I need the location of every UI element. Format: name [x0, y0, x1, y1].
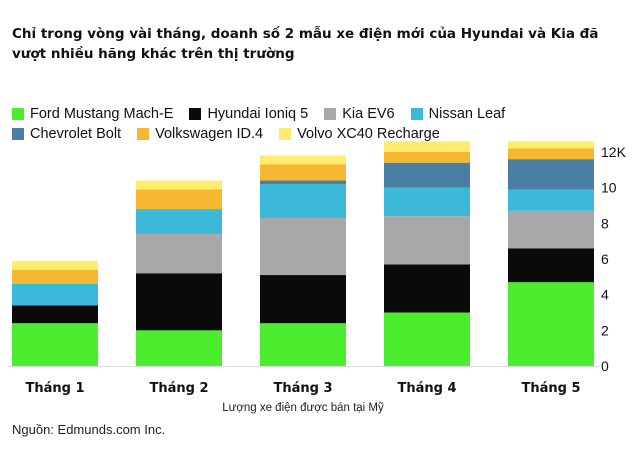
- bar-segment-hyundai-ioniq-5-3: [260, 275, 346, 324]
- bar-segment-chevrolet-bolt-4: [384, 162, 470, 188]
- y-tick-label: 8: [601, 215, 609, 231]
- legend-swatch-chevrolet: [12, 128, 24, 140]
- bar-segment-kia-ev6-2: [136, 234, 222, 274]
- x-tick-label: Tháng 1: [25, 381, 84, 396]
- bar-segment-ford-mustang-mach-e-2: [136, 330, 222, 366]
- bar-segment-kia-ev6-5: [508, 210, 594, 249]
- legend-swatch-volkswagen: [137, 128, 150, 140]
- y-tick-label: 0: [601, 358, 609, 374]
- bar-segment-hyundai-ioniq-5-2: [136, 273, 222, 331]
- legend-item-volvo: Volvo XC40 Recharge: [279, 126, 440, 142]
- bar-segment-volvo-xc40-recharge-4: [384, 141, 470, 152]
- legend-item-chevrolet: Chevrolet Bolt: [12, 126, 121, 142]
- bar-segment-hyundai-ioniq-5-1: [12, 305, 98, 324]
- bar-segment-kia-ev6-3: [260, 217, 346, 276]
- legend-label-ford: Ford Mustang Mach-E: [30, 106, 174, 122]
- y-tick-label: 4: [601, 287, 609, 303]
- bar-segment-volkswagen-id-4-5: [508, 148, 594, 160]
- legend-swatch-volvo: [279, 128, 292, 140]
- legend-label-volkswagen: Volkswagen ID.4: [155, 126, 264, 142]
- x-tick-label: Tháng 2: [149, 381, 208, 396]
- x-axis-label: Lượng xe điện được bán tại Mỹ: [222, 402, 384, 414]
- legend-label-kia: Kia EV6: [342, 106, 395, 122]
- x-tick-label: Tháng 3: [273, 381, 332, 396]
- legend-swatch-kia: [324, 108, 337, 120]
- legend-label-hyundai: Hyundai Ioniq 5: [207, 106, 309, 122]
- y-tick-label: 2: [601, 322, 609, 338]
- bar-segment-chevrolet-bolt-3: [260, 180, 346, 185]
- chart-title: Chỉ trong vòng vài tháng, doanh số 2 mẫu…: [12, 26, 599, 62]
- legend-item-nissan: Nissan Leaf: [410, 106, 506, 122]
- bar-segment-volvo-xc40-recharge-5: [508, 141, 594, 149]
- legend-swatch-ford: [12, 108, 24, 120]
- legend-item-hyundai: Hyundai Ioniq 5: [189, 106, 308, 122]
- legend-row-1: Ford Mustang Mach-E Hyundai Ioniq 5 Kia …: [12, 104, 632, 124]
- bar-segment-volkswagen-id-4-1: [12, 269, 98, 284]
- bar-segment-nissan-leaf-3: [260, 184, 346, 218]
- y-tick-label: 6: [601, 251, 609, 267]
- bar-segment-nissan-leaf-1: [12, 283, 98, 306]
- y-tick-label: 12K: [601, 144, 627, 160]
- bar-segment-nissan-leaf-2: [136, 209, 222, 235]
- bar-segment-kia-ev6-4: [384, 216, 470, 265]
- x-tick-label: Tháng 5: [521, 381, 580, 396]
- bar-segment-volvo-xc40-recharge-2: [136, 180, 222, 190]
- x-tick-label: Tháng 4: [397, 381, 456, 396]
- legend-swatch-nissan: [410, 108, 423, 120]
- bar-segment-ford-mustang-mach-e-1: [12, 323, 98, 366]
- legend-label-chevrolet: Chevrolet Bolt: [30, 126, 122, 142]
- legend-item-volkswagen: Volkswagen ID.4: [137, 126, 263, 142]
- bar-segment-ford-mustang-mach-e-5: [508, 282, 594, 366]
- bar-segment-volkswagen-id-4-3: [260, 164, 346, 181]
- bar-segment-ford-mustang-mach-e-3: [260, 323, 346, 366]
- legend-row-2: Chevrolet Bolt Volkswagen ID.4 Volvo XC4…: [12, 124, 632, 144]
- bar-segment-nissan-leaf-4: [384, 187, 470, 217]
- source-note: Nguồn: Edmunds.com Inc.: [12, 422, 166, 437]
- bar-segment-hyundai-ioniq-5-5: [508, 248, 594, 283]
- bar-segment-ford-mustang-mach-e-4: [384, 312, 470, 366]
- legend-label-volvo: Volvo XC40 Recharge: [297, 126, 440, 142]
- legend-item-ford: Ford Mustang Mach-E: [12, 106, 173, 122]
- bar-segment-nissan-leaf-5: [508, 189, 594, 211]
- bar-segment-volkswagen-id-4-4: [384, 152, 470, 163]
- bar-segment-volkswagen-id-4-2: [136, 189, 222, 210]
- legend-item-kia: Kia EV6: [324, 106, 395, 122]
- bar-segment-volvo-xc40-recharge-3: [260, 155, 346, 165]
- bar-segment-chevrolet-bolt-5: [508, 159, 594, 190]
- y-tick-label: 10: [601, 180, 617, 196]
- legend-swatch-hyundai: [189, 108, 202, 120]
- legend-label-nissan: Nissan Leaf: [428, 106, 506, 122]
- bar-segment-hyundai-ioniq-5-4: [384, 264, 470, 313]
- legend: Ford Mustang Mach-E Hyundai Ioniq 5 Kia …: [12, 104, 632, 144]
- bar-segment-volvo-xc40-recharge-1: [12, 260, 98, 270]
